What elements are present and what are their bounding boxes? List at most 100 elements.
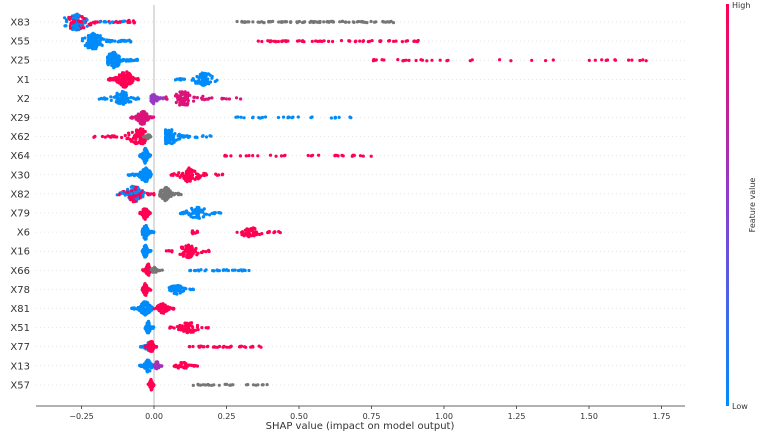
shap-point-x55 [88, 44, 92, 48]
shap-point-x81 [142, 309, 146, 313]
shap-point-x79 [202, 207, 206, 211]
shap-point-x62 [174, 138, 178, 142]
shap-point-x51 [204, 326, 208, 330]
shap-point-x79 [201, 210, 205, 214]
shap-point-x83 [327, 20, 331, 24]
shap-point-x55 [86, 41, 90, 46]
shap-point-x62 [126, 131, 131, 135]
shap-point-x77 [150, 347, 154, 351]
colorbar-title: Feature value [748, 178, 757, 233]
shap-point-x2 [116, 95, 120, 99]
shap-point-x25 [430, 58, 434, 62]
shap-point-x30 [143, 179, 148, 184]
shap-point-x83 [331, 20, 335, 24]
shap-point-x16 [142, 251, 146, 255]
shap-point-x16 [191, 252, 195, 256]
shap-point-x55 [358, 39, 362, 43]
shap-point-x55 [370, 39, 374, 43]
shap-point-x83 [308, 20, 312, 24]
shap-point-x29 [333, 115, 337, 119]
shap-point-x1 [120, 79, 124, 83]
shap-point-x30 [194, 176, 198, 180]
shap-point-x1 [203, 75, 207, 79]
feature-label: X78 [10, 285, 30, 296]
shap-point-x1 [127, 75, 131, 79]
shap-point-x83 [118, 20, 122, 24]
shap-point-x30 [186, 175, 190, 179]
shap-point-x25 [113, 52, 117, 57]
shap-point-x2 [186, 101, 190, 106]
shap-point-x16 [204, 250, 208, 254]
shap-point-x83 [65, 20, 69, 24]
shap-point-x77 [222, 344, 226, 348]
shap-point-x55 [113, 39, 117, 43]
shap-point-x55 [95, 39, 99, 44]
shap-point-x1 [130, 76, 134, 80]
shap-point-x81 [131, 306, 135, 310]
shap-point-x13 [184, 363, 188, 368]
shap-point-x83 [277, 20, 281, 24]
shap-point-x2 [180, 102, 184, 106]
x-ticks: −0.25 0.00 0.25 0.50 0.75 1.00 1.25 1.50 1.75 [69, 406, 670, 421]
feature-label: X13 [10, 361, 30, 372]
shap-point-x77 [148, 344, 152, 348]
shap-point-x29 [276, 115, 281, 120]
shap-point-x62 [147, 134, 151, 139]
shap-point-x66 [225, 268, 229, 272]
shap-point-x25 [593, 58, 597, 62]
shap-point-x55 [83, 43, 87, 48]
shap-point-x83 [280, 20, 284, 24]
shap-point-x64 [229, 154, 233, 158]
shap-point-x30 [126, 173, 130, 177]
shap-point-x64 [238, 154, 242, 158]
shap-point-x82 [126, 190, 130, 194]
shap-point-x78 [177, 284, 181, 289]
shap-point-x29 [242, 116, 246, 120]
shap-point-x25 [544, 59, 548, 63]
shap-point-x62 [186, 134, 190, 138]
shap-point-x51 [183, 321, 187, 325]
feature-label: X79 [10, 209, 30, 220]
shap-point-x25 [587, 58, 591, 63]
shap-point-x25 [498, 58, 502, 62]
shap-point-x79 [141, 212, 145, 217]
shap-point-x51 [191, 328, 195, 332]
shap-point-x6 [190, 230, 194, 234]
shap-point-x13 [179, 362, 184, 366]
shap-point-x2 [182, 100, 186, 104]
shap-point-x25 [106, 63, 110, 67]
shap-point-x81 [152, 307, 156, 311]
shap-point-x25 [132, 58, 136, 63]
shap-point-x55 [100, 37, 104, 41]
shap-point-x1 [125, 70, 129, 74]
shap-point-x16 [170, 249, 174, 253]
shap-point-x2 [204, 97, 208, 101]
shap-point-x79 [184, 209, 189, 213]
shap-point-x25 [114, 62, 118, 66]
points-layer [63, 12, 648, 392]
shap-point-x64 [145, 155, 149, 159]
shap-point-x25 [468, 59, 472, 63]
shap-point-x55 [327, 39, 331, 44]
shap-point-x30 [141, 168, 145, 173]
shap-point-x2 [126, 99, 130, 103]
shap-point-x62 [135, 141, 139, 145]
shap-point-x81 [149, 308, 153, 312]
shap-point-x78 [142, 289, 146, 293]
shap-point-x78 [144, 293, 148, 297]
shap-point-x30 [140, 175, 144, 180]
shap-point-x29 [134, 115, 138, 119]
shap-point-x78 [173, 289, 178, 293]
colorbar-high-label: High [732, 1, 750, 10]
shap-point-x77 [191, 344, 195, 349]
shap-point-x83 [128, 20, 132, 24]
shap-point-x2 [117, 101, 121, 105]
shap-point-x2 [224, 97, 228, 101]
shap-point-x57 [206, 382, 210, 387]
shap-point-x13 [145, 363, 149, 367]
shap-point-x83 [73, 23, 77, 27]
shap-point-x57 [265, 383, 269, 387]
shap-point-x55 [266, 39, 270, 43]
shap-point-x64 [268, 153, 273, 157]
shap-point-x77 [228, 345, 233, 349]
